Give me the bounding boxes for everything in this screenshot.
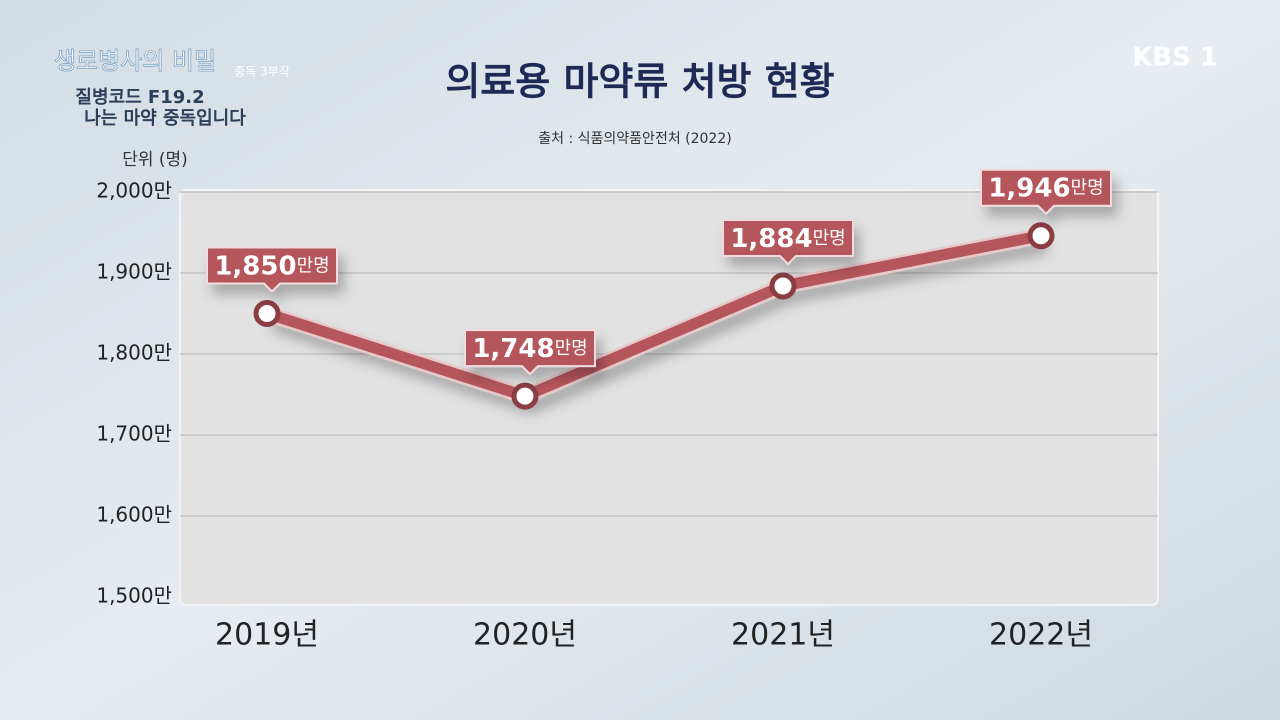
data-label-unit: 만명: [1071, 178, 1104, 199]
line-group: [264, 227, 1043, 405]
program-logo: 생로병사의 비밀: [54, 47, 216, 75]
label-box: [722, 218, 854, 266]
point: [511, 382, 539, 410]
data-label-unit: 만명: [297, 256, 330, 277]
plot-panel: [179, 189, 1159, 606]
y-tick-label: 1,900만: [96, 260, 172, 284]
data-label-value: 1,748: [472, 334, 554, 364]
data-label-value: 1,946: [988, 173, 1070, 203]
episode-code: 질병코드 F19.2: [75, 87, 204, 108]
series-note: 중독 3부작: [234, 65, 290, 79]
line: [265, 230, 1043, 402]
chart-title: 의료용 마약류 처방 현황: [445, 60, 834, 104]
y-tick-label: 2,000만: [96, 179, 172, 203]
data-label-unit: 만명: [555, 338, 588, 359]
data-label: 1,884만명: [730, 223, 845, 253]
label-box: [206, 246, 338, 293]
episode-title: 나는 마약 중독입니다: [84, 107, 246, 129]
point: [769, 272, 797, 300]
y-tick-label: 1,600만: [96, 503, 172, 527]
point: [253, 300, 281, 327]
channel-logo: KBS 1: [1132, 43, 1218, 73]
data-label: 1,946만명: [988, 173, 1103, 203]
x-tick-label: 2022년: [989, 618, 1093, 653]
y-tick-label: 1,800만: [96, 341, 172, 365]
x-tick-label: 2021년: [731, 618, 835, 653]
chart-subtitle: 출처 : 식품의약품안전처 (2022): [538, 131, 731, 147]
data-label-unit: 만명: [813, 228, 846, 249]
data-label-value: 1,884: [730, 223, 812, 253]
x-tick-label: 2019년: [215, 618, 319, 653]
label-box: [980, 168, 1112, 216]
y-tick-label: 1,700만: [96, 422, 172, 446]
data-label: 1,748만명: [472, 334, 587, 364]
x-tick-label: 2020년: [473, 618, 577, 653]
y-tick-label: 1,500만: [96, 584, 172, 608]
unit-label: 단위 (명): [122, 150, 188, 170]
label-box: [464, 329, 596, 376]
data-label-value: 1,850: [214, 251, 296, 281]
data-label: 1,850만명: [214, 251, 329, 281]
point: [1027, 222, 1055, 250]
